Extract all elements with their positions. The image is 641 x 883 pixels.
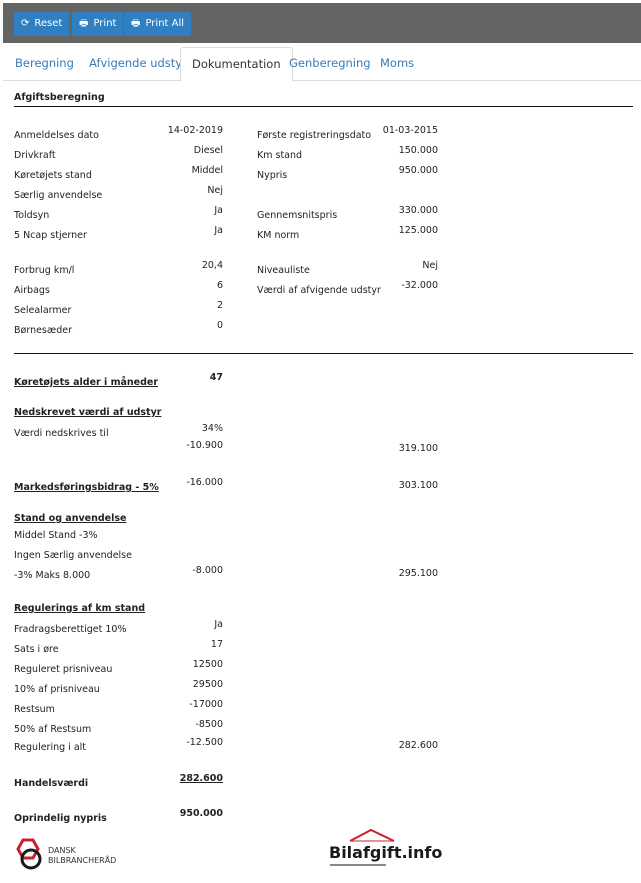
row-label: Stand og anvendelse	[14, 513, 127, 524]
row-label: Oprindelig nypris	[14, 813, 107, 824]
dbr-logo-mark	[16, 838, 42, 870]
row-label: 5 Ncap stjerner	[14, 230, 87, 241]
print-button[interactable]: 🖶 Print	[72, 12, 124, 36]
row-total: 295.100	[398, 568, 438, 579]
toolbar: ⟳ Reset 🖶 Print 🖶 Print All	[3, 3, 641, 43]
row-value-2: 330.000	[398, 205, 438, 216]
print-all-button[interactable]: 🖶 Print All	[124, 12, 192, 36]
divider	[14, 106, 633, 107]
row-value: 950.000	[179, 808, 223, 819]
row-label: Regulerings af km stand	[14, 603, 146, 614]
row-label: Fradragsberettiget 10%	[14, 624, 127, 635]
row-value: 14-02-2019	[167, 125, 223, 136]
section-title: Afgiftsberegning	[14, 92, 105, 103]
tab-beregning[interactable]: Beregning	[15, 56, 74, 70]
logo-underline	[330, 864, 386, 866]
row-value: Nej	[207, 185, 223, 196]
row-value: 17	[210, 639, 223, 650]
reset-label: Reset	[34, 18, 63, 29]
row-label: Køretøjets alder i måneder	[14, 377, 159, 388]
row-label: Anmeldelses dato	[14, 130, 99, 141]
row-label: Toldsyn	[14, 210, 50, 221]
dbr-logo-text: DANSK BILBRANCHERÅD	[48, 846, 116, 866]
row-value: 282.600	[179, 773, 223, 784]
row-value: 47	[209, 372, 223, 383]
row-value: -16.000	[186, 477, 223, 488]
row-value: -17000	[189, 699, 223, 710]
row-value-2: 01-03-2015	[382, 125, 438, 136]
printer-icon: 🖶	[79, 18, 89, 29]
row-value-2: 150.000	[398, 145, 438, 156]
row-label: Værdi nedskrives til	[14, 428, 109, 439]
dansk-bilbrancheraad-logo: DANSK BILBRANCHERÅD	[14, 838, 116, 876]
refresh-icon: ⟳	[21, 18, 30, 29]
print-label: Print	[93, 18, 117, 29]
row-value: -8500	[195, 719, 223, 730]
row-label: Forbrug km/l	[14, 265, 75, 276]
roof-icon	[349, 828, 395, 842]
row-value: Diesel	[193, 145, 223, 156]
row-label: Markedsføringsbidrag - 5%	[14, 482, 159, 493]
row-value: 12500	[192, 659, 223, 670]
tab-genberegning[interactable]: Genberegning	[289, 56, 371, 70]
row-label: Regulering i alt	[14, 742, 87, 753]
bilafgift-logo: Bilafgift.info	[328, 828, 442, 868]
row-label: Reguleret prisniveau	[14, 664, 113, 675]
bilafgift-text: Bilafgift.info	[329, 843, 443, 862]
row-value: Ja	[214, 619, 223, 630]
row-total: 303.100	[398, 480, 438, 491]
tab-dokumentation[interactable]: Dokumentation	[180, 47, 293, 82]
row-label-2: Km stand	[257, 150, 303, 161]
row-label: Airbags	[14, 285, 50, 296]
row-label: Handelsværdi	[14, 778, 89, 789]
row-label: 10% af prisniveau	[14, 684, 100, 695]
reset-button[interactable]: ⟳ Reset	[14, 12, 70, 36]
row-label: Middel Stand -3%	[14, 530, 98, 541]
row-label-2: Gennemsnitspris	[257, 210, 338, 221]
row-value: -12.500	[186, 737, 223, 748]
row-value-2: 125.000	[398, 225, 438, 236]
tab-moms[interactable]: Moms	[380, 56, 415, 70]
row-value: -10.900	[186, 440, 223, 451]
printer-icon: 🖶	[131, 18, 141, 29]
row-value-2: Nej	[422, 260, 438, 271]
row-value: Middel	[191, 165, 223, 176]
dbr-line1: DANSK	[48, 846, 76, 855]
row-label: Nedskrevet værdi af udstyr	[14, 407, 162, 418]
row-label: Ingen Særlig anvendelse	[14, 550, 132, 561]
row-value-2: -32.000	[401, 280, 438, 291]
row-label: Restsum	[14, 704, 55, 715]
row-label-2: Niveauliste	[257, 265, 310, 276]
row-value: 20,4	[201, 260, 223, 271]
row-total: 282.600	[398, 740, 438, 751]
row-value: Ja	[214, 205, 223, 216]
row-value-2: 950.000	[398, 165, 438, 176]
row-label-2: Værdi af afvigende udstyr	[257, 285, 381, 296]
dbr-line2: BILBRANCHERÅD	[48, 856, 117, 865]
print-all-label: Print All	[145, 18, 185, 29]
row-label: -3% Maks 8.000	[14, 570, 91, 581]
row-label: 50% af Restsum	[14, 724, 92, 735]
row-label: Sats i øre	[14, 644, 59, 655]
row-value: Ja	[214, 225, 223, 236]
row-label: Køretøjets stand	[14, 170, 92, 181]
row-value: 29500	[192, 679, 223, 690]
row-label: Børnesæder	[14, 325, 72, 336]
row-label: Drivkraft	[14, 150, 56, 161]
row-label-2: KM norm	[257, 230, 300, 241]
tab-bar: Beregning Afvigende udstyr Dokumentation…	[3, 47, 641, 82]
row-label-2: Første registreringsdato	[257, 130, 372, 141]
row-total: 319.100	[398, 443, 438, 454]
tab-afvigende-udstyr[interactable]: Afvigende udstyr	[89, 56, 187, 70]
divider	[14, 353, 633, 354]
row-value: 6	[216, 280, 223, 291]
row-value: 0	[216, 320, 223, 331]
row-label: Særlig anvendelse	[14, 190, 103, 201]
row-label-2: Nypris	[257, 170, 288, 181]
row-value: 2	[216, 300, 223, 311]
row-value: -8.000	[192, 565, 223, 576]
row-label: Selealarmer	[14, 305, 72, 316]
row-value: 34%	[201, 423, 223, 434]
